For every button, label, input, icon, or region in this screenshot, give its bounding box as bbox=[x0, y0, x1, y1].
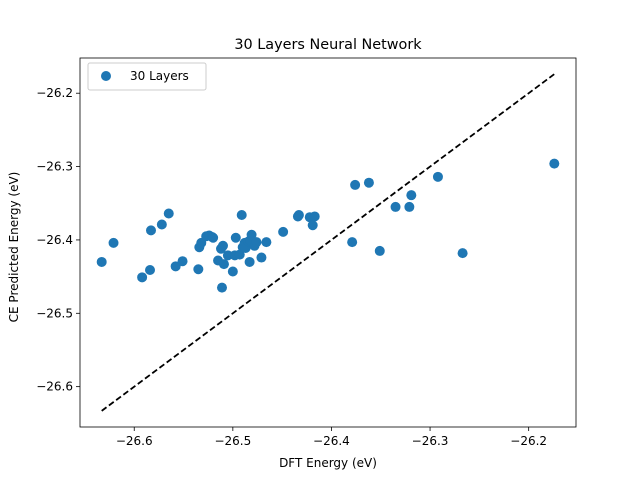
data-point bbox=[163, 208, 174, 219]
data-point bbox=[177, 256, 188, 267]
data-point bbox=[278, 226, 289, 237]
y-axis-label: CE Predicted Energy (eV) bbox=[7, 172, 21, 323]
y-tick-label: −26.6 bbox=[36, 380, 73, 394]
legend: 30 Layers bbox=[87, 62, 207, 91]
data-point bbox=[217, 240, 228, 251]
x-tick-label: −26.6 bbox=[116, 434, 153, 448]
x-tick-label: −26.4 bbox=[313, 434, 350, 448]
data-point bbox=[293, 209, 304, 220]
data-point bbox=[96, 256, 107, 267]
data-point bbox=[457, 248, 468, 259]
chart-title: 30 Layers Neural Network bbox=[234, 37, 422, 53]
legend-label: 30 Layers bbox=[130, 69, 189, 83]
y-tick-label: −26.2 bbox=[36, 86, 73, 100]
y-axis-ticks: −26.6 −26.5 −26.4 −26.3 −26.2 bbox=[36, 86, 80, 394]
data-points bbox=[96, 158, 560, 293]
plot-area bbox=[79, 57, 577, 428]
legend-marker bbox=[101, 71, 111, 81]
data-point bbox=[549, 158, 560, 169]
data-point bbox=[216, 282, 227, 293]
data-point bbox=[374, 245, 385, 256]
data-point bbox=[244, 256, 255, 267]
data-point bbox=[170, 261, 181, 272]
data-point bbox=[218, 259, 229, 270]
x-axis-ticks: −26.6 −26.5 −26.4 −26.3 −26.2 bbox=[116, 427, 547, 448]
data-point bbox=[208, 232, 219, 243]
data-point bbox=[350, 179, 361, 190]
data-point bbox=[404, 201, 415, 212]
data-point bbox=[222, 250, 233, 261]
data-point bbox=[156, 219, 167, 230]
data-point bbox=[406, 190, 417, 201]
data-point bbox=[363, 177, 374, 188]
y-tick-label: −26.5 bbox=[36, 306, 73, 320]
x-tick-label: −26.5 bbox=[214, 434, 251, 448]
data-point bbox=[256, 252, 267, 263]
data-point bbox=[347, 237, 358, 248]
data-point bbox=[246, 229, 257, 240]
x-axis-label: DFT Energy (eV) bbox=[279, 456, 377, 470]
data-point bbox=[230, 232, 241, 243]
axes-frame bbox=[79, 57, 577, 428]
data-point bbox=[227, 266, 238, 277]
legend-box bbox=[87, 62, 207, 91]
data-point bbox=[145, 265, 156, 276]
y-tick-label: −26.3 bbox=[36, 160, 73, 174]
data-point bbox=[307, 220, 318, 231]
data-point bbox=[145, 225, 156, 236]
data-point bbox=[251, 237, 262, 248]
data-point bbox=[137, 272, 148, 283]
data-point bbox=[432, 171, 443, 182]
y-tick-label: −26.4 bbox=[36, 233, 73, 247]
data-point bbox=[390, 201, 401, 212]
x-tick-label: −26.3 bbox=[412, 434, 449, 448]
data-point bbox=[193, 264, 204, 275]
data-point bbox=[309, 211, 320, 222]
data-point bbox=[261, 237, 272, 248]
reference-line bbox=[101, 73, 555, 412]
x-tick-label: −26.2 bbox=[510, 434, 547, 448]
data-point bbox=[236, 209, 247, 220]
data-point bbox=[108, 237, 119, 248]
reference-line-layer bbox=[101, 73, 555, 412]
